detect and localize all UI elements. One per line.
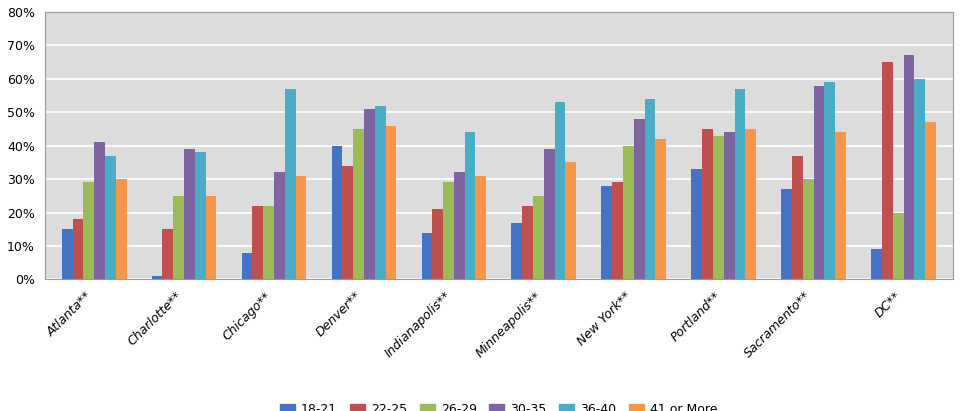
Bar — [835, 132, 846, 279]
Bar — [116, 179, 127, 279]
Bar — [374, 106, 386, 279]
Bar — [623, 146, 634, 279]
Bar — [543, 149, 555, 279]
Bar — [734, 89, 745, 279]
Bar — [565, 162, 576, 279]
Bar — [612, 182, 623, 279]
Bar — [713, 136, 724, 279]
Bar — [242, 253, 252, 279]
Bar — [601, 186, 612, 279]
Bar — [73, 219, 84, 279]
Bar — [903, 55, 914, 279]
Bar — [656, 139, 666, 279]
Bar — [353, 129, 364, 279]
Bar — [162, 229, 174, 279]
Bar — [195, 152, 205, 279]
Bar — [184, 149, 195, 279]
Bar — [105, 156, 116, 279]
Bar — [421, 233, 432, 279]
Bar — [702, 129, 713, 279]
Bar — [152, 276, 162, 279]
Bar — [205, 196, 216, 279]
Bar — [94, 142, 105, 279]
Bar — [925, 122, 936, 279]
Bar — [512, 223, 522, 279]
Bar — [533, 196, 543, 279]
Bar — [432, 209, 444, 279]
Bar — [781, 189, 792, 279]
Bar — [252, 206, 263, 279]
Bar — [814, 85, 825, 279]
Bar — [745, 129, 756, 279]
Bar — [893, 212, 903, 279]
Bar — [872, 249, 882, 279]
Bar — [792, 156, 803, 279]
Bar — [644, 99, 656, 279]
Bar — [263, 206, 274, 279]
Bar — [84, 182, 94, 279]
Bar — [174, 196, 184, 279]
Bar — [634, 119, 644, 279]
Bar — [475, 176, 487, 279]
Bar — [825, 82, 835, 279]
Bar — [61, 229, 73, 279]
Bar — [555, 102, 565, 279]
Bar — [386, 126, 396, 279]
Bar — [444, 182, 454, 279]
Bar — [882, 62, 893, 279]
Bar — [364, 109, 374, 279]
Bar — [331, 146, 343, 279]
Bar — [296, 176, 306, 279]
Bar — [343, 166, 353, 279]
Bar — [803, 179, 814, 279]
Bar — [274, 173, 285, 279]
Legend: 18-21, 22-25, 26-29, 30-35, 36-40, 41 or More: 18-21, 22-25, 26-29, 30-35, 36-40, 41 or… — [275, 398, 723, 411]
Bar — [724, 132, 734, 279]
Bar — [914, 79, 925, 279]
Bar — [522, 206, 533, 279]
Bar — [691, 169, 702, 279]
Bar — [285, 89, 296, 279]
Bar — [465, 132, 475, 279]
Bar — [454, 173, 465, 279]
